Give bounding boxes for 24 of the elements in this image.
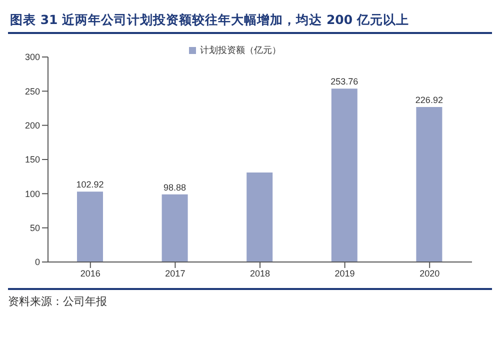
text: 资料来源：公司年报: [8, 294, 108, 309]
data-label: 98.88: [164, 182, 186, 192]
data-label: 253.76: [330, 76, 358, 87]
legend-label: 计划投资额（亿元）: [200, 45, 281, 55]
y-tick-label: 0: [34, 257, 40, 268]
bar: [331, 88, 358, 262]
y-tick-label: 150: [24, 154, 40, 165]
bar: [77, 192, 103, 262]
bar: [246, 172, 273, 262]
y-tick-label: 50: [30, 223, 40, 234]
y-tick-label: 200: [24, 120, 40, 131]
bar: [162, 194, 188, 262]
x-tick-label: 2018: [250, 268, 270, 278]
x-tick-label: 2017: [165, 268, 186, 278]
y-tick-label: 250: [24, 86, 40, 96]
x-tick-label: 2016: [80, 268, 100, 278]
y-tick-label: 100: [24, 188, 40, 199]
data-label: 102.92: [76, 180, 104, 190]
bar: [416, 106, 442, 262]
x-tick-label: 2019: [334, 268, 355, 278]
y-tick-label: 300: [24, 52, 40, 62]
data-label: 226.92: [415, 94, 443, 105]
x-tick-label: 2020: [420, 268, 440, 278]
chart-title: 图表 31 近两年公司计划投资额较往年大幅增加，均达 200 亿元以上: [8, 8, 492, 34]
